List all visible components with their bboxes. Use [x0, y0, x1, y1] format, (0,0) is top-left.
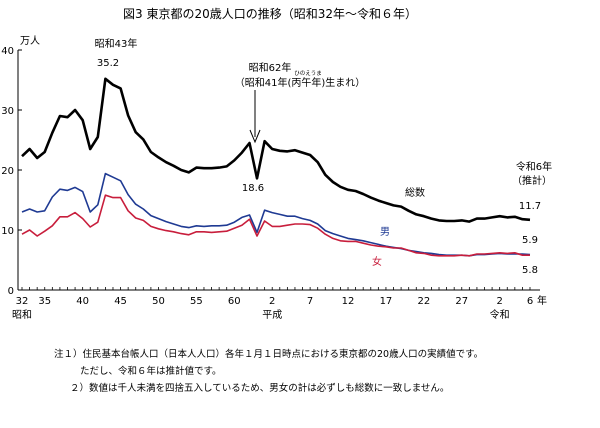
x-axis-unit: 年 [537, 294, 547, 307]
end-year-label: 令和6年 [516, 160, 552, 173]
x-era-label: 昭和 [12, 309, 32, 321]
x-tick-label: 27 [455, 296, 468, 307]
x-era-label: 令和 [490, 308, 510, 321]
series-label-male: 男 [380, 226, 390, 238]
x-tick-label: 35 [38, 296, 51, 307]
series-line [21, 77, 531, 223]
y-tick-label: 0 [8, 286, 14, 297]
dip-value-label: 18.6 [242, 183, 264, 194]
x-tick-label: 55 [190, 296, 203, 307]
x-tick-label: 6 [527, 296, 533, 307]
x-tick-label: 12 [342, 296, 355, 307]
y-tick-label: 10 [1, 226, 14, 237]
x-tick-label: 7 [307, 296, 313, 307]
x-tick-label: 50 [152, 296, 165, 307]
x-tick-label: 32 [16, 296, 29, 307]
end-estimate-label: （推計） [512, 174, 552, 187]
x-tick-label: 40 [76, 296, 89, 307]
female-end-value: 5.8 [522, 265, 538, 276]
peak-value-label: 35.2 [97, 58, 119, 69]
x-tick-label: 45 [114, 296, 127, 307]
series-label-total: 総数 [405, 186, 425, 199]
y-ticks: 0 10 20 30 40 [1, 46, 22, 297]
x-tick-label: 60 [228, 296, 241, 307]
male-end-value: 5.9 [522, 235, 538, 246]
series-line [21, 172, 531, 257]
x-tick-label: 2 [496, 296, 502, 307]
note-line-3: ２）数値は千人未満を四捨五入しているため、男女の計は必ずしも総数に一致しません。 [70, 383, 450, 394]
x-tick-label: 22 [417, 296, 430, 307]
chart-title: 図3 東京都の20歳人口の推移（昭和32年～令和６年） [123, 6, 417, 21]
note-line-2: ただし、令和６年は推計値です。 [80, 366, 222, 377]
series-lines [21, 77, 531, 257]
dip-ruby-label: ひのえうま [294, 70, 322, 77]
y-tick-label: 20 [1, 166, 14, 177]
total-end-value: 11.7 [519, 201, 541, 212]
peak-year-label: 昭和43年 [95, 37, 138, 50]
dip-arrow [249, 90, 261, 144]
chart-svg: 図3 東京都の20歳人口の推移（昭和32年～令和６年） 万人 年 0 10 20 30… [1, 6, 552, 321]
x-tick-label: 17 [380, 296, 393, 307]
note-line-1: 注１）住民基本台帳人口（日本人人口）各年１月１日時点における東京都の20歳人口の… [54, 349, 484, 360]
y-tick-label: 30 [1, 106, 14, 117]
y-axis-unit: 万人 [20, 35, 40, 47]
dip-year-label: 昭和62年 [249, 61, 292, 74]
series-label-female: 女 [372, 255, 382, 268]
dip-birth-label: （昭和41年(丙午年)生まれ） [235, 76, 366, 89]
x-tick-label: 2 [269, 296, 275, 307]
y-tick-label: 40 [1, 46, 14, 57]
series-line [21, 194, 530, 257]
x-era-label: 平成 [262, 309, 282, 321]
